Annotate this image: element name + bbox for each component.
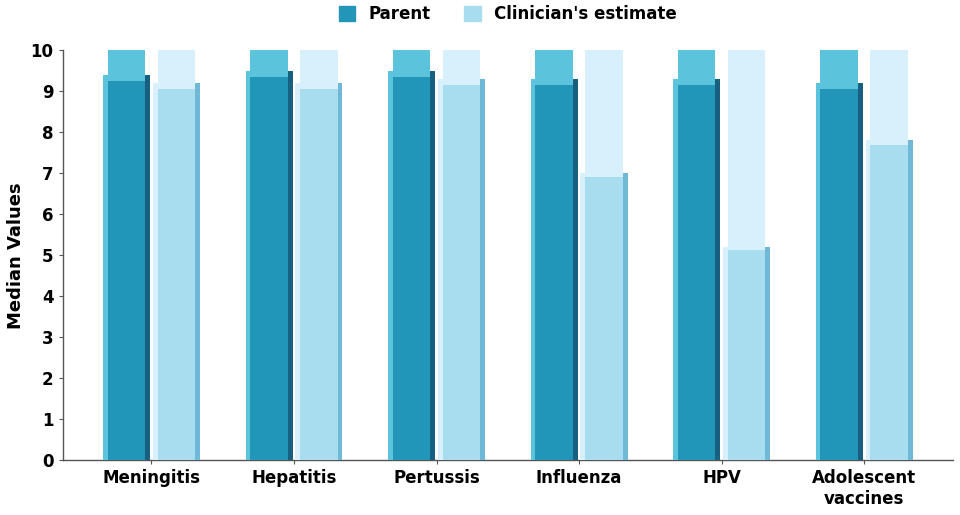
Text: 9.5: 9.5 (255, 54, 282, 68)
Text: 9.3: 9.3 (540, 62, 567, 77)
Bar (623, 173, 628, 460)
Text: 9.3: 9.3 (448, 62, 475, 77)
Bar (108, 0, 145, 80)
Bar (157, 0, 195, 89)
Bar (573, 79, 578, 460)
Text: 7.0: 7.0 (590, 156, 617, 171)
Bar (393, 71, 430, 460)
Bar (288, 71, 293, 460)
Bar (300, 0, 338, 89)
Bar (251, 71, 288, 460)
Bar (531, 79, 536, 460)
Bar (251, 0, 288, 77)
Bar (536, 0, 573, 84)
Bar (816, 83, 821, 460)
Text: 9.4: 9.4 (113, 58, 140, 73)
Bar (443, 79, 480, 460)
Bar (195, 83, 200, 460)
Bar (586, 173, 623, 460)
Bar (145, 75, 150, 460)
Bar (296, 83, 300, 460)
Bar (103, 75, 108, 460)
Bar (723, 247, 728, 460)
Bar (908, 141, 913, 460)
Bar (866, 141, 871, 460)
Bar (728, 37, 765, 250)
Bar (581, 173, 586, 460)
Bar (438, 79, 443, 460)
Bar (300, 83, 338, 460)
Bar (153, 83, 157, 460)
Bar (871, 141, 908, 460)
Bar (678, 0, 715, 84)
Y-axis label: Median Values: Median Values (7, 182, 25, 329)
Bar (108, 75, 145, 460)
Text: 9.2: 9.2 (305, 66, 332, 81)
Bar (871, 0, 908, 145)
Bar (678, 79, 715, 460)
Bar (673, 79, 678, 460)
Legend: Parent, Clinician's estimate: Parent, Clinician's estimate (339, 5, 677, 23)
Text: 9.3: 9.3 (684, 62, 710, 77)
Text: 9.2: 9.2 (163, 66, 190, 81)
Text: 7.8: 7.8 (876, 123, 902, 139)
Bar (821, 0, 858, 89)
Bar (536, 79, 573, 460)
Bar (765, 247, 770, 460)
Bar (430, 71, 435, 460)
Bar (728, 247, 765, 460)
Text: 9.2: 9.2 (826, 66, 852, 81)
Bar (393, 0, 430, 77)
Bar (858, 83, 863, 460)
Bar (443, 0, 480, 84)
Bar (338, 83, 343, 460)
Bar (157, 83, 195, 460)
Bar (246, 71, 251, 460)
Bar (480, 79, 485, 460)
Bar (821, 83, 858, 460)
Bar (586, 0, 623, 178)
Text: 5.2: 5.2 (727, 225, 766, 245)
Bar (715, 79, 720, 460)
Text: 9.5: 9.5 (398, 54, 425, 68)
Bar (388, 71, 393, 460)
